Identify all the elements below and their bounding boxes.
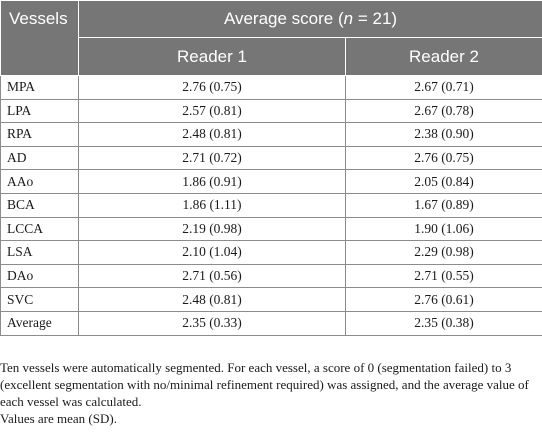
reader1-cell: 1.86 (1.11) xyxy=(78,192,346,218)
table-container: Vessels Average score (n = 21) Reader 1 … xyxy=(0,0,542,336)
reader2-cell: 2.76 (0.75) xyxy=(345,145,542,171)
reader2-cell: 1.67 (0.89) xyxy=(345,192,542,218)
table-row: BCA 1.86 (1.11) 1.67 (0.89) xyxy=(0,192,542,218)
vessels-header: Vessels xyxy=(0,0,79,76)
vessel-cell: AAo xyxy=(0,169,79,194)
table-row: Average 2.35 (0.33) 2.35 (0.38) xyxy=(0,310,542,336)
group-prefix: Average score ( xyxy=(223,9,344,28)
table-footnotes: Ten vessels were automatically segmented… xyxy=(0,349,540,427)
vessel-cell: LSA xyxy=(0,240,79,265)
group-suffix: = 21) xyxy=(353,9,398,28)
vessels-header-label: Vessels xyxy=(9,9,68,28)
group-n: n xyxy=(343,9,354,28)
scores-table: Vessels Average score (n = 21) Reader 1 … xyxy=(0,0,542,336)
table-row: RPA 2.48 (0.81) 2.38 (0.90) xyxy=(0,122,542,147)
table-row: MPA 2.76 (0.75) 2.67 (0.71) xyxy=(0,75,542,100)
reader2-cell: 2.38 (0.90) xyxy=(345,122,542,147)
table-row: AAo 1.86 (0.91) 2.05 (0.84) xyxy=(0,169,542,194)
vessel-cell: LCCA xyxy=(0,216,79,242)
vessel-cell: BCA xyxy=(0,192,79,218)
reader1-cell: 2.76 (0.75) xyxy=(78,75,346,100)
reader2-header: Reader 2 xyxy=(345,37,542,76)
reader1-cell: 1.86 (0.91) xyxy=(78,169,346,194)
reader2-cell: 2.71 (0.55) xyxy=(345,263,542,289)
reader1-cell: 2.35 (0.33) xyxy=(78,310,346,336)
table-row: AD 2.71 (0.72) 2.76 (0.75) xyxy=(0,145,542,171)
reader2-cell: 2.29 (0.98) xyxy=(345,240,542,265)
table-row: LCCA 2.19 (0.98) 1.90 (1.06) xyxy=(0,216,542,242)
average-score-header: Average score (n = 21) xyxy=(78,0,542,38)
reader1-cell: 2.71 (0.72) xyxy=(78,145,346,171)
vessel-cell: DAo xyxy=(0,263,79,289)
footnote-values: Values are mean (SD). xyxy=(0,411,117,426)
reader2-cell: 2.76 (0.61) xyxy=(345,287,542,312)
table-row: DAo 2.71 (0.56) 2.71 (0.55) xyxy=(0,263,542,289)
footnote-description: Ten vessels were automatically segmented… xyxy=(0,360,529,409)
vessel-cell: LPA xyxy=(0,98,79,124)
vessel-cell: RPA xyxy=(0,122,79,147)
reader2-cell: 2.05 (0.84) xyxy=(345,169,542,194)
reader2-cell: 2.67 (0.71) xyxy=(345,75,542,100)
vessel-cell: Average xyxy=(0,310,79,336)
table-body: MPA 2.76 (0.75) 2.67 (0.71) LPA 2.57 (0.81)… xyxy=(0,75,542,336)
reader1-cell: 2.10 (1.04) xyxy=(78,240,346,265)
reader1-cell: 2.71 (0.56) xyxy=(78,263,346,289)
reader1-cell: 2.19 (0.98) xyxy=(78,216,346,242)
reader2-cell: 1.90 (1.06) xyxy=(345,216,542,242)
vessel-cell: MPA xyxy=(0,75,79,100)
reader1-cell: 2.48 (0.81) xyxy=(78,122,346,147)
table-row: SVC 2.48 (0.81) 2.76 (0.61) xyxy=(0,287,542,312)
table-row: LPA 2.57 (0.81) 2.67 (0.78) xyxy=(0,98,542,124)
reader2-cell: 2.67 (0.78) xyxy=(345,98,542,124)
table-row: LSA 2.10 (1.04) 2.29 (0.98) xyxy=(0,240,542,265)
reader1-header: Reader 1 xyxy=(78,37,346,76)
vessel-cell: AD xyxy=(0,145,79,171)
header-row-2: Reader 1 Reader 2 xyxy=(1,37,542,76)
header-row-1: Vessels Average score (n = 21) xyxy=(0,0,542,76)
reader1-cell: 2.57 (0.81) xyxy=(78,98,346,124)
reader2-cell: 2.35 (0.38) xyxy=(345,310,542,336)
vessel-cell: SVC xyxy=(0,287,79,312)
reader1-cell: 2.48 (0.81) xyxy=(78,287,346,312)
